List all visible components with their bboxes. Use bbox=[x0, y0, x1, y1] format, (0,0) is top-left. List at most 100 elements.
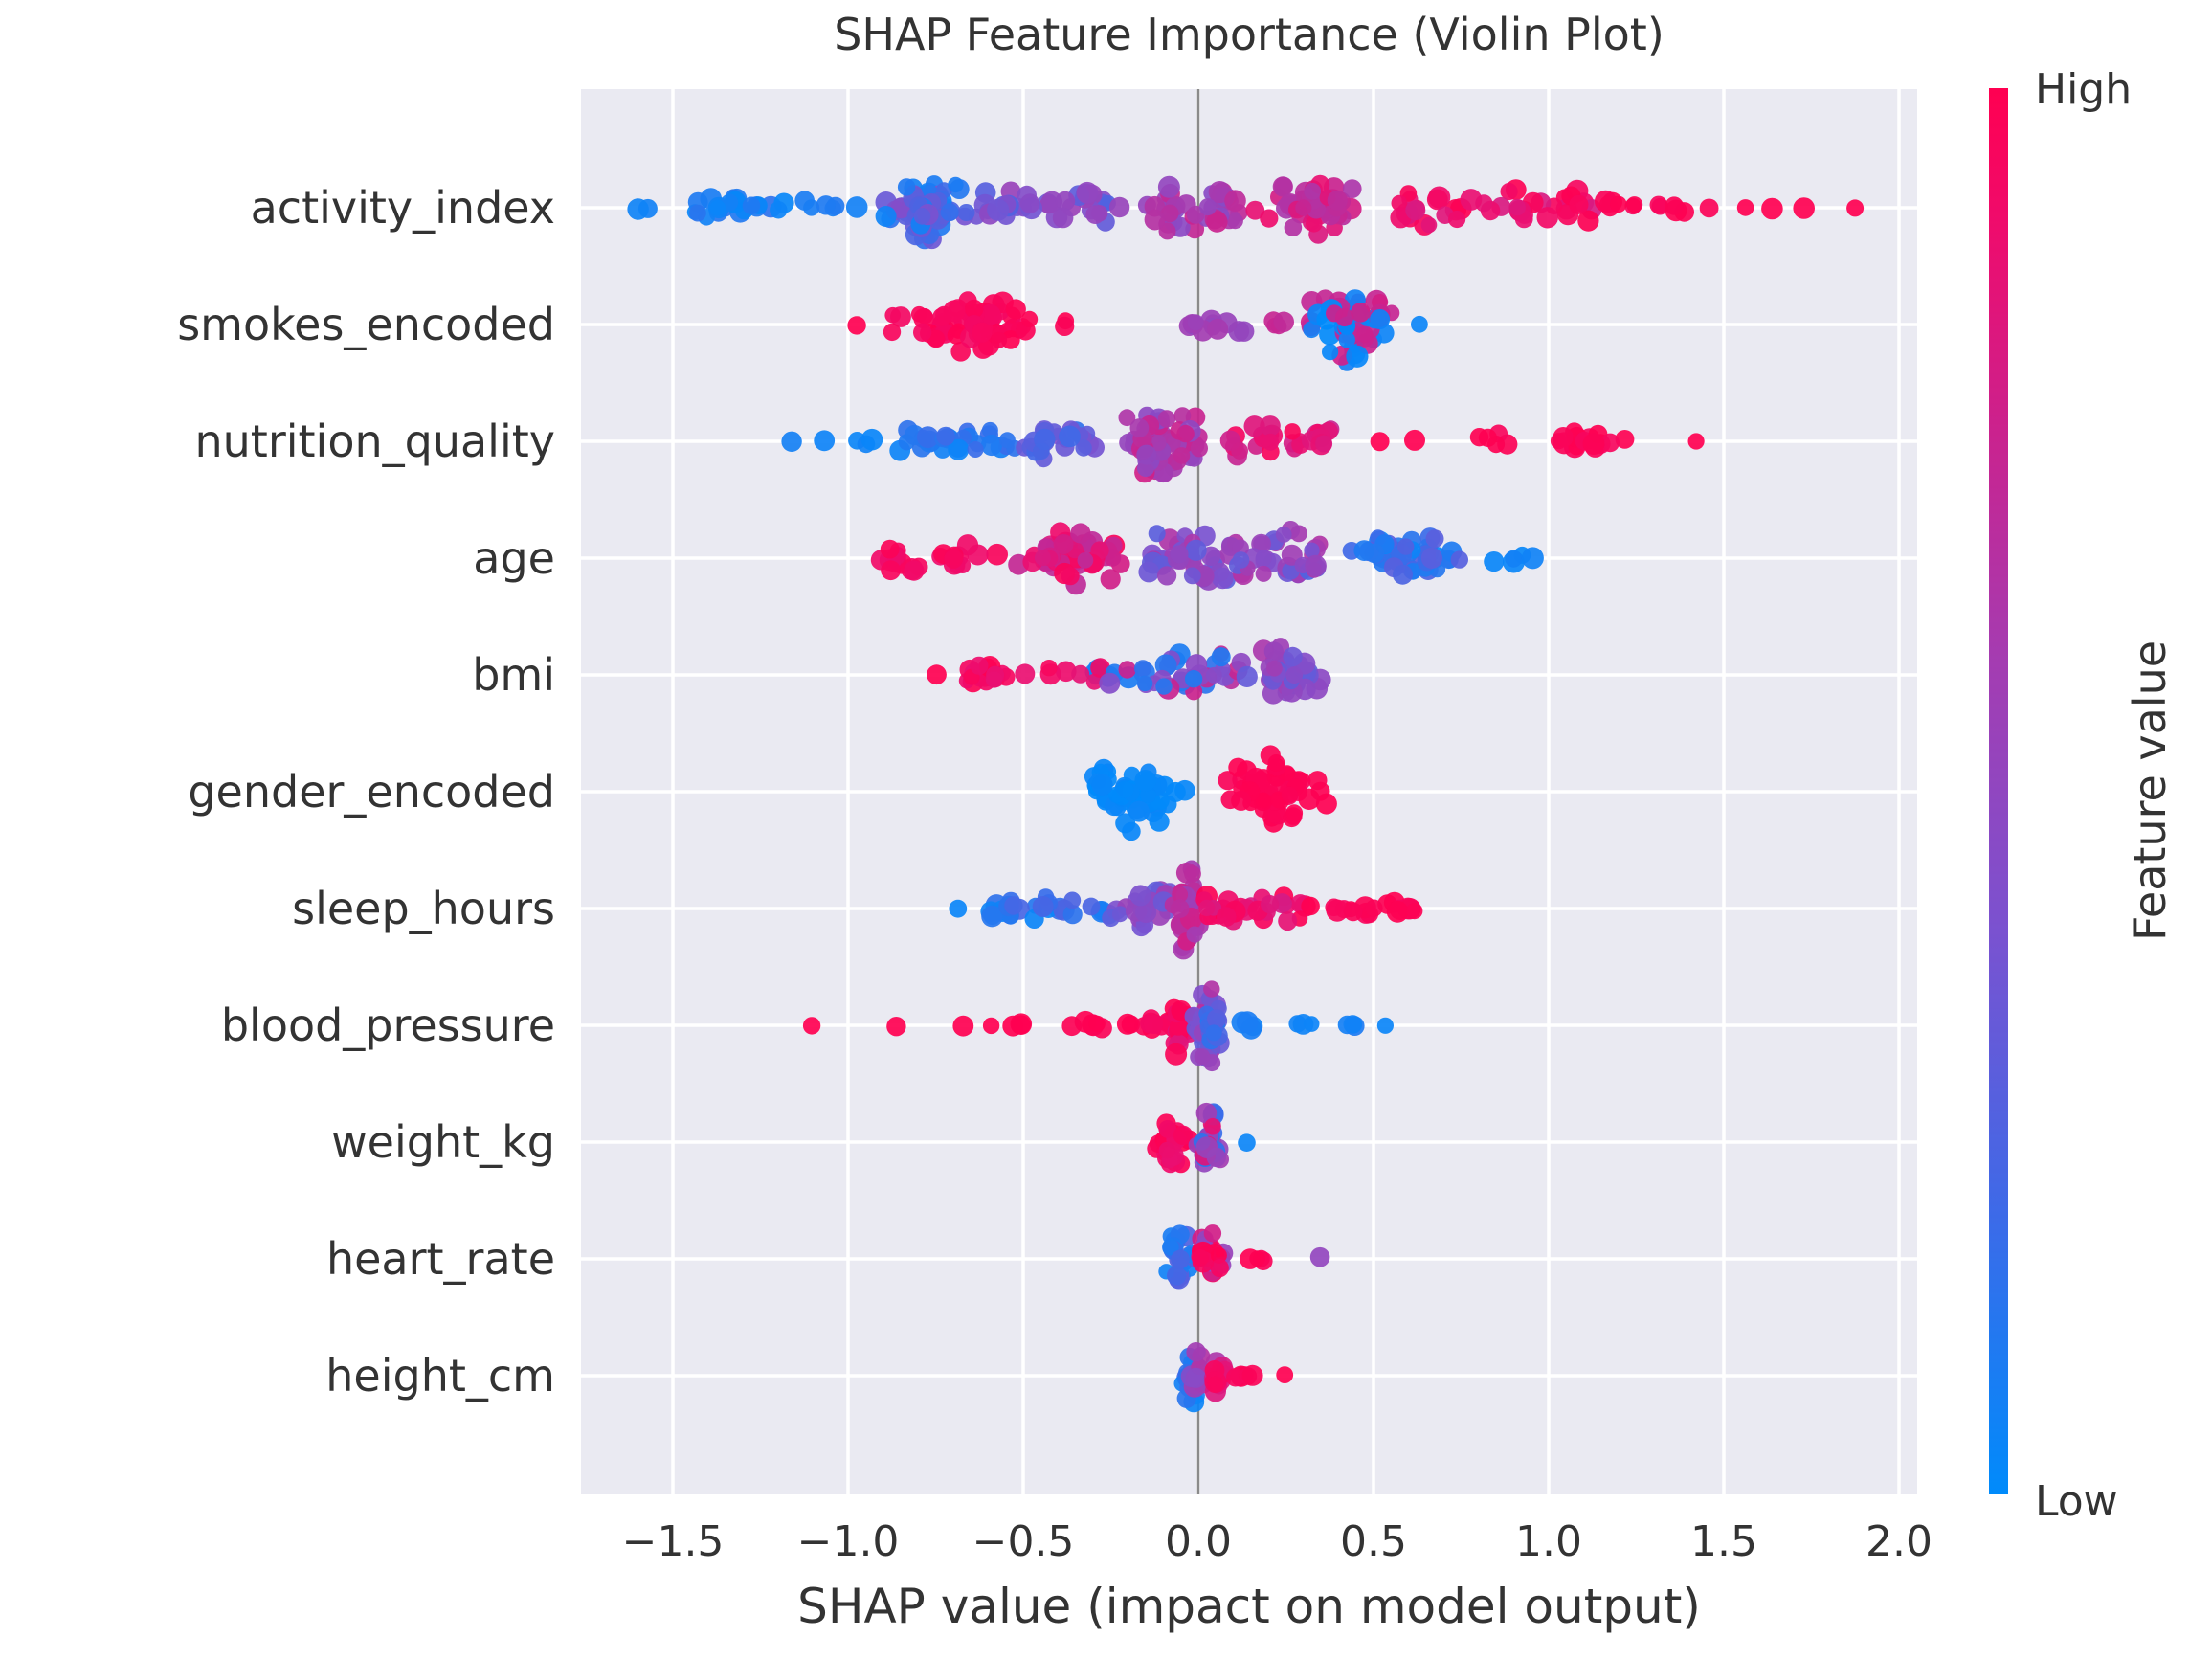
data-point bbox=[1005, 299, 1026, 320]
data-point bbox=[1184, 670, 1203, 688]
data-point bbox=[1687, 433, 1705, 450]
data-point bbox=[1190, 439, 1208, 458]
data-point bbox=[1157, 566, 1177, 586]
data-point bbox=[1284, 218, 1303, 236]
data-point bbox=[1082, 897, 1101, 916]
data-point bbox=[1342, 179, 1362, 199]
data-point bbox=[1135, 901, 1157, 924]
data-point bbox=[1261, 895, 1280, 914]
data-point bbox=[814, 430, 836, 452]
data-point bbox=[904, 560, 925, 581]
data-point bbox=[1365, 899, 1383, 917]
data-point bbox=[1207, 1009, 1227, 1029]
data-point bbox=[1187, 314, 1204, 331]
data-point bbox=[1118, 661, 1136, 679]
data-point bbox=[1134, 770, 1156, 792]
data-point bbox=[1108, 196, 1130, 218]
data-point bbox=[881, 560, 901, 581]
data-point bbox=[1370, 432, 1390, 452]
data-point bbox=[847, 316, 866, 335]
data-point bbox=[1255, 792, 1272, 809]
data-point bbox=[1157, 410, 1176, 428]
data-point bbox=[860, 428, 883, 451]
data-point bbox=[875, 206, 897, 227]
x-tick-label: 0.5 bbox=[1340, 1517, 1407, 1566]
data-point bbox=[1162, 1238, 1179, 1256]
data-point bbox=[1143, 1014, 1164, 1035]
data-point bbox=[1699, 198, 1719, 218]
data-point bbox=[1185, 539, 1207, 561]
data-point bbox=[1034, 550, 1051, 567]
data-point bbox=[1207, 1376, 1224, 1393]
data-point bbox=[1158, 222, 1176, 240]
data-point bbox=[1425, 529, 1444, 549]
x-tick-label: −1.5 bbox=[622, 1517, 725, 1566]
data-point bbox=[1266, 660, 1283, 677]
data-point bbox=[1015, 663, 1036, 684]
y-tick-label-age: age bbox=[473, 532, 555, 584]
x-axis-label: SHAP value (impact on model output) bbox=[797, 1579, 1701, 1634]
data-point bbox=[1053, 534, 1074, 554]
data-point bbox=[742, 196, 761, 215]
data-point bbox=[1355, 325, 1374, 344]
data-point bbox=[1232, 539, 1249, 557]
data-point bbox=[1393, 564, 1413, 585]
x-tick-label: −1.0 bbox=[797, 1517, 900, 1566]
y-tick-label-weight_kg: weight_kg bbox=[331, 1116, 555, 1168]
data-point bbox=[1061, 1016, 1083, 1037]
data-point bbox=[1170, 545, 1189, 564]
data-point bbox=[1450, 550, 1469, 569]
data-point bbox=[1304, 182, 1322, 200]
data-point bbox=[944, 550, 964, 569]
data-point bbox=[1460, 189, 1483, 211]
data-point bbox=[1192, 1249, 1209, 1267]
data-point bbox=[1281, 786, 1298, 803]
data-point bbox=[1249, 1250, 1266, 1267]
data-point bbox=[803, 199, 820, 216]
data-point bbox=[1070, 523, 1091, 544]
data-point bbox=[1085, 205, 1106, 225]
data-point bbox=[1343, 1015, 1363, 1034]
data-point bbox=[1186, 926, 1203, 943]
data-point bbox=[1032, 896, 1054, 917]
data-point bbox=[1391, 194, 1408, 212]
data-point bbox=[1364, 543, 1385, 564]
colorbar-title: Feature value bbox=[2124, 640, 2176, 941]
data-point bbox=[987, 198, 1010, 221]
data-point bbox=[940, 203, 959, 222]
data-point bbox=[1198, 899, 1216, 917]
y-tick-label-bmi: bmi bbox=[472, 649, 555, 701]
data-point bbox=[991, 331, 1008, 348]
data-point bbox=[1405, 200, 1426, 221]
data-point bbox=[1150, 435, 1167, 452]
data-point bbox=[1327, 190, 1348, 211]
data-point bbox=[982, 1017, 1000, 1035]
data-point bbox=[1665, 196, 1684, 215]
data-point bbox=[1061, 567, 1080, 586]
colorbar-high-label: High bbox=[2035, 65, 2132, 114]
data-point bbox=[1071, 664, 1090, 684]
data-point bbox=[1210, 1259, 1229, 1278]
data-point bbox=[1011, 1015, 1031, 1035]
data-point bbox=[1077, 551, 1094, 569]
data-point bbox=[913, 308, 934, 329]
data-point bbox=[1736, 199, 1754, 216]
data-point bbox=[1157, 175, 1180, 198]
data-point bbox=[967, 441, 984, 458]
colorbar bbox=[1989, 88, 2008, 1494]
data-point bbox=[1184, 864, 1201, 883]
data-point bbox=[1232, 551, 1250, 569]
y-tick-label-activity_index: activity_index bbox=[251, 182, 555, 234]
data-point bbox=[802, 1017, 821, 1035]
data-point bbox=[1370, 309, 1391, 329]
data-point bbox=[1158, 1120, 1177, 1138]
data-point bbox=[709, 199, 726, 216]
data-point bbox=[1019, 193, 1040, 213]
data-point bbox=[897, 178, 916, 196]
data-point bbox=[986, 543, 1008, 566]
data-point bbox=[964, 299, 984, 319]
data-point bbox=[1260, 209, 1279, 228]
points-layer bbox=[627, 174, 1865, 1413]
data-point bbox=[1426, 189, 1448, 211]
